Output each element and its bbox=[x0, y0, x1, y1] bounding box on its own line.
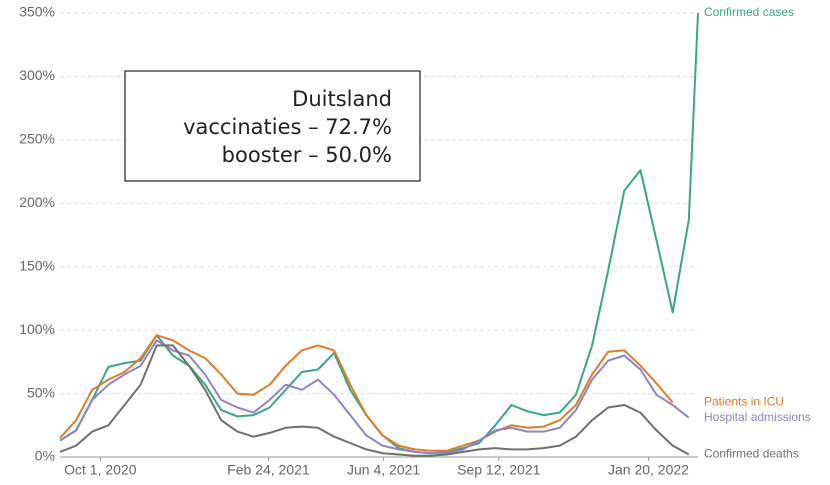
annotation-box bbox=[124, 70, 421, 182]
annotation-text: Duitsland bbox=[292, 87, 392, 111]
y-tick-label: 0% bbox=[35, 448, 55, 464]
y-tick-label: 150% bbox=[19, 257, 55, 273]
series-label: Hospital admissions bbox=[704, 410, 811, 424]
x-tick-label: Jun 4, 2021 bbox=[347, 462, 420, 478]
x-tick-label: Jan 20, 2022 bbox=[608, 462, 689, 478]
series-label: Confirmed cases bbox=[704, 5, 794, 19]
annotation-text: booster – 50.0% bbox=[222, 143, 392, 167]
y-tick-label: 200% bbox=[19, 194, 55, 210]
series-line bbox=[59, 339, 690, 455]
x-tick-label: Oct 1, 2020 bbox=[64, 462, 137, 478]
series-line bbox=[59, 334, 674, 452]
y-tick-label: 50% bbox=[27, 384, 55, 400]
series-line bbox=[59, 344, 690, 457]
y-tick-label: 300% bbox=[19, 67, 55, 83]
series-label: Confirmed deaths bbox=[704, 447, 799, 461]
y-tick-label: 350% bbox=[19, 4, 55, 20]
y-tick-label: 100% bbox=[19, 321, 55, 337]
y-tick-label: 250% bbox=[19, 131, 55, 147]
series-label: Patients in ICU bbox=[704, 395, 784, 409]
x-tick-label: Sep 12, 2021 bbox=[457, 462, 541, 478]
annotation-text: vaccinaties – 72.7% bbox=[183, 115, 392, 139]
x-tick-label: Feb 24, 2021 bbox=[227, 462, 310, 478]
